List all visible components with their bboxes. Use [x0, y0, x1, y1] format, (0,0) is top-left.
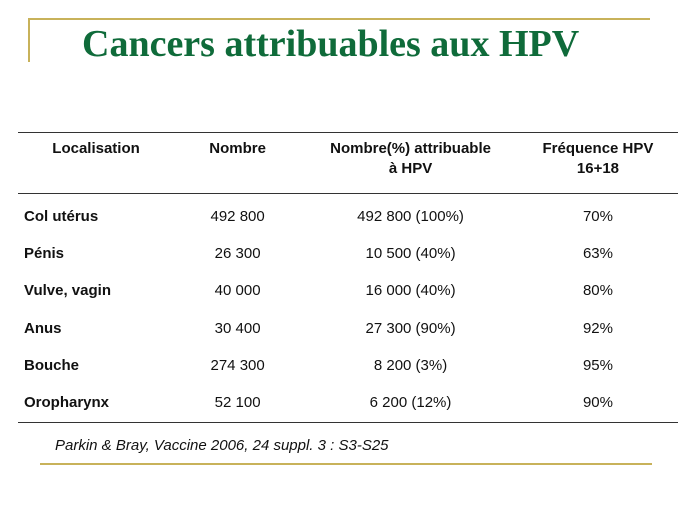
table-row: Anus 30 400 27 300 (90%) 92% — [18, 310, 678, 347]
table-row: Vulve, vagin 40 000 16 000 (40%) 80% — [18, 273, 678, 310]
data-table-container: Localisation Nombre Nombre(%) attribuabl… — [18, 132, 678, 423]
cell-attribuable: 6 200 (12%) — [303, 384, 518, 423]
cell-attribuable: 8 200 (3%) — [373, 356, 448, 374]
cell-nombre: 492 800 — [210, 207, 265, 225]
table-row: Oropharynx 52 100 6 200 (12%) 90% — [18, 384, 678, 423]
cell-nombre: 26 300 — [214, 244, 261, 262]
table-row: Pénis 26 300 10 500 (40%) 63% — [18, 235, 678, 272]
slide-title: Cancers attribuables aux HPV — [82, 23, 580, 65]
cell-nombre: 40 000 — [214, 282, 261, 300]
cell-localisation: Col utérus — [24, 207, 99, 225]
source-citation: Parkin & Bray, Vaccine 2006, 24 suppl. 3… — [55, 437, 389, 454]
cell-localisation: Anus — [24, 319, 62, 337]
cell-attribuable: 10 500 (40%) — [365, 244, 456, 262]
cell-frequence: 95% — [582, 356, 613, 374]
header-nombre-attribuable-line1: Nombre(%) attribuable — [330, 140, 491, 157]
cell-nombre: 30 400 — [214, 319, 261, 337]
header-localisation: Localisation — [18, 132, 173, 194]
cell-frequence: 92% — [582, 319, 613, 337]
hpv-cancer-table: Localisation Nombre Nombre(%) attribuabl… — [18, 132, 678, 423]
cell-nombre: 274 300 — [210, 356, 265, 374]
table-row: Bouche 274 300 8 200 (3%) 95% — [18, 347, 678, 384]
cell-frequence: 80% — [582, 282, 613, 300]
cell-localisation: Pénis — [24, 244, 65, 262]
cell-localisation: Bouche — [24, 356, 80, 374]
left-decorative-rule — [28, 18, 30, 62]
header-frequence-line1: Fréquence HPV — [542, 140, 654, 157]
cell-attribuable: 16 000 (40%) — [365, 282, 456, 300]
cell-frequence: 70% — [582, 207, 613, 225]
cell-localisation: Vulve, vagin — [24, 282, 111, 300]
cell-localisation: Oropharynx — [18, 384, 173, 423]
header-nombre-attribuable: Nombre(%) attribuable à HPV — [303, 132, 518, 194]
table-header-row: Localisation Nombre Nombre(%) attribuabl… — [18, 132, 678, 194]
header-frequence-line2: 16+18 — [576, 160, 620, 177]
table-row: Col utérus 492 800 492 800 (100%) 70% — [18, 194, 678, 236]
cell-attribuable: 27 300 (90%) — [365, 319, 456, 337]
cell-frequence: 63% — [582, 244, 613, 262]
header-frequence-hpv: Fréquence HPV 16+18 — [517, 132, 678, 194]
cell-attribuable: 492 800 (100%) — [357, 207, 464, 225]
cell-nombre: 52 100 — [172, 384, 304, 423]
header-nombre-attribuable-line2: à HPV — [388, 160, 433, 177]
cell-frequence: 90% — [517, 384, 678, 423]
top-decorative-rule — [28, 18, 650, 20]
header-nombre: Nombre — [172, 132, 304, 194]
bottom-decorative-rule — [40, 463, 652, 465]
